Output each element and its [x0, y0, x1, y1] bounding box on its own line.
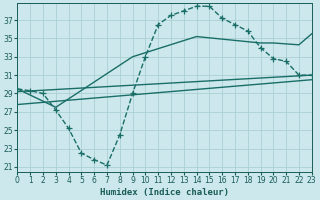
X-axis label: Humidex (Indice chaleur): Humidex (Indice chaleur) [100, 188, 229, 197]
